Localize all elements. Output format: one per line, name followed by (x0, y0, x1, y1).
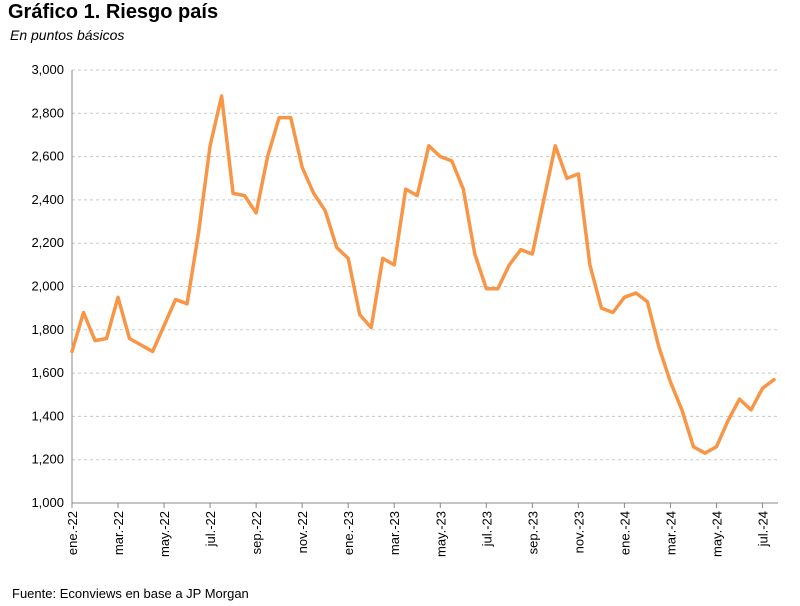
x-tick-label: sep.-22 (249, 511, 264, 554)
y-tick-label: 1,600 (31, 365, 64, 380)
chart-title: Gráfico 1. Riesgo país (8, 1, 218, 23)
x-tick-label: nov.-23 (571, 511, 586, 553)
x-tick-label: may.-23 (433, 511, 448, 557)
x-tick-label: mar.-23 (387, 511, 402, 555)
y-tick-label: 1,000 (31, 495, 64, 510)
x-tick-label: ene.-22 (65, 511, 80, 555)
chart-subtitle: En puntos básicos (10, 27, 124, 43)
y-tick-label: 1,200 (31, 452, 64, 467)
x-tick-label: may.-22 (157, 511, 172, 557)
x-tick-label: sep.-23 (525, 511, 540, 554)
y-tick-label: 3,000 (31, 62, 64, 77)
y-tick-label: 2,000 (31, 279, 64, 294)
x-tick-label: may.-24 (709, 511, 724, 557)
y-tick-label: 2,600 (31, 149, 64, 164)
y-tick-label: 2,400 (31, 192, 64, 207)
y-tick-label: 2,200 (31, 235, 64, 250)
x-tick-label: jul.-22 (203, 511, 218, 547)
y-tick-label: 2,800 (31, 105, 64, 120)
x-tick-label: jul.-24 (755, 511, 770, 547)
x-tick-label: ene.-24 (617, 511, 632, 555)
line-series (70, 94, 776, 455)
x-tick-label: jul.-23 (479, 511, 494, 547)
y-tick-label: 1,400 (31, 408, 64, 423)
source: Fuente: Econviews en base a JP Morgan (12, 586, 249, 601)
x-tick-label: mar.-22 (111, 511, 126, 555)
y-tick-label: 1,800 (31, 322, 64, 337)
x-tick-label: nov.-22 (295, 511, 310, 553)
x-tick-label: mar.-24 (663, 511, 678, 555)
x-tick-label: ene.-23 (341, 511, 356, 555)
